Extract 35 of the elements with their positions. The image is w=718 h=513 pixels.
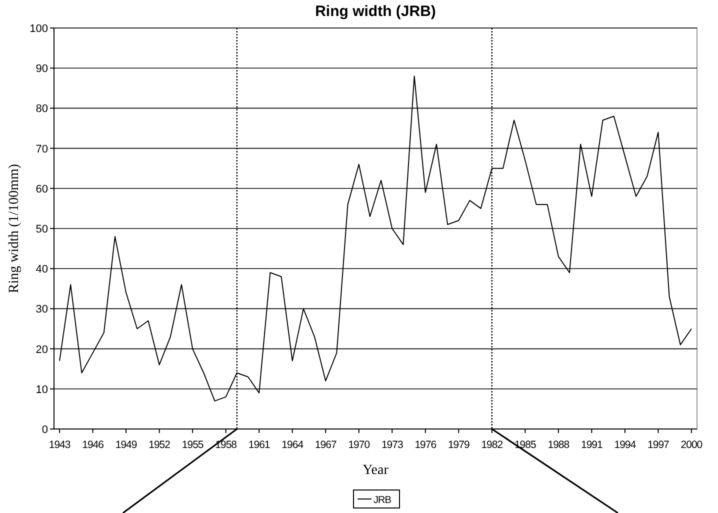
y-tick-label: 40 [36,264,48,276]
x-tick-label: 1997 [648,439,670,451]
y-tick-label: 80 [36,103,48,116]
x-tick-label: 1994 [614,439,636,451]
x-tick-label: 1988 [548,439,570,451]
y-tick-label: 0 [42,424,48,436]
x-tick-label: 1955 [182,439,204,451]
y-tick-label: 50 [36,224,48,236]
y-tick-label: 100 [30,23,48,35]
y-tick-label: 20 [36,344,48,356]
x-tick-label: 1958 [215,439,238,451]
x-tick-label: 2000 [680,439,703,451]
y-axis-title: Ring width (1/100mm) [7,164,22,294]
x-tick-label: 1961 [248,439,270,451]
y-tick-label: 60 [36,183,48,196]
chart-title: Ring width (JRB) [315,3,436,20]
x-tick-label: 1952 [148,439,171,451]
x-tick-label: 1991 [581,439,604,451]
x-tick-label: 1973 [381,439,404,451]
x-tick-label: 1949 [115,439,138,451]
y-tick-label: 10 [36,384,48,396]
x-tick-label: 1976 [414,439,437,451]
x-tick-label: 1946 [82,439,104,451]
x-tick-label: 1943 [48,439,71,451]
x-tick-label: 1979 [448,439,470,451]
x-tick-label: 1985 [514,439,537,451]
y-tick-label: 90 [36,63,48,76]
x-tick-label: 1982 [481,439,504,451]
x-tick-label: 1967 [314,439,337,451]
y-tick-label: 30 [36,304,48,316]
x-axis-title: Year [362,463,389,478]
x-tick-label: 1970 [348,439,370,451]
x-tick-label: 1964 [282,439,304,451]
legend-label: JRB [374,495,392,506]
y-tick-label: 70 [36,143,48,156]
